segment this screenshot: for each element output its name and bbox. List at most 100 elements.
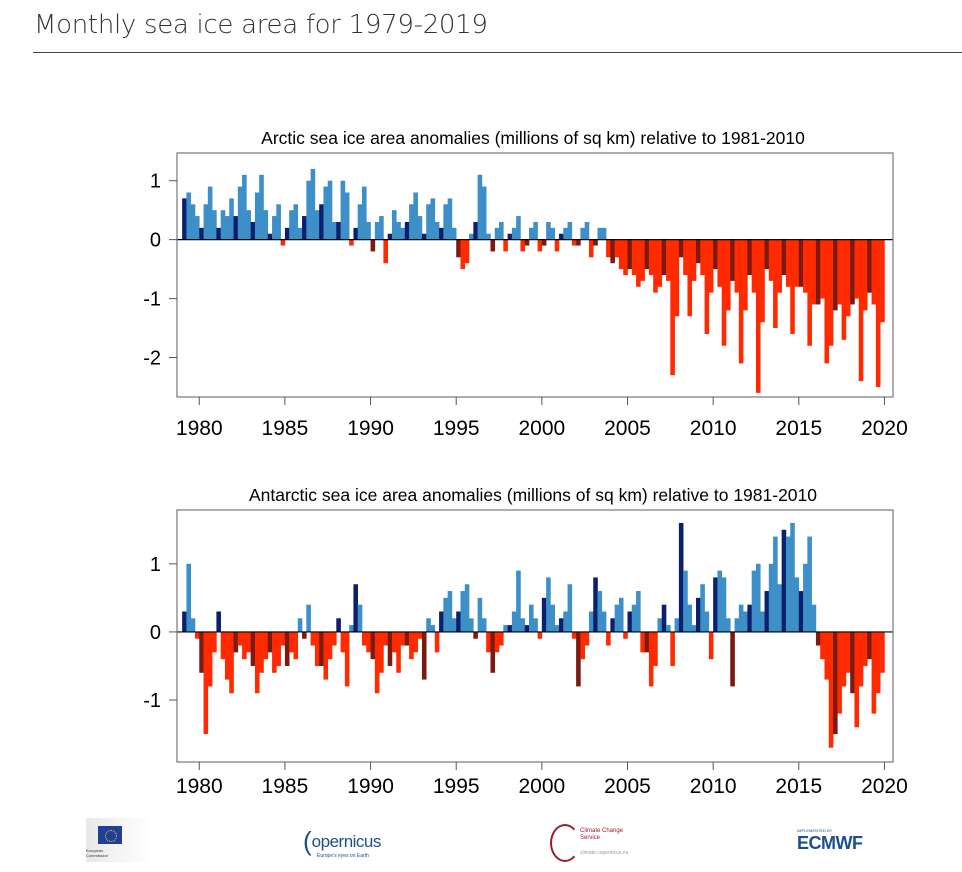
- bar: [310, 631, 316, 646]
- bar: [276, 204, 281, 240]
- bar: [460, 591, 466, 632]
- bar: [499, 631, 504, 646]
- bar: [250, 221, 256, 240]
- bar: [242, 631, 247, 660]
- bar: [327, 180, 333, 240]
- bar: [396, 221, 401, 240]
- bar: [319, 631, 324, 666]
- bar: [289, 631, 294, 653]
- bar: [332, 221, 337, 240]
- bar: [597, 591, 603, 632]
- bar: [760, 611, 765, 632]
- bar: [199, 631, 204, 673]
- bar: [473, 221, 478, 240]
- bar: [610, 618, 615, 632]
- bar: [344, 631, 350, 687]
- bar: [490, 239, 496, 252]
- bar: [366, 631, 371, 653]
- bar: [361, 186, 367, 240]
- bar: [627, 239, 633, 270]
- copernicus-name: opernicus: [311, 832, 382, 851]
- bar: [413, 192, 418, 240]
- bar: [648, 239, 654, 275]
- bar: [207, 186, 213, 240]
- bar: [207, 631, 213, 687]
- bar: [781, 239, 787, 275]
- bar: [340, 180, 346, 240]
- bar: [387, 631, 393, 666]
- bar: [272, 631, 277, 673]
- bar: [242, 174, 247, 240]
- bar: [194, 216, 200, 240]
- x-tick-label: 2020: [861, 775, 908, 798]
- bar: [554, 625, 560, 632]
- bar: [182, 198, 187, 240]
- bar: [182, 611, 187, 632]
- bar: [588, 611, 594, 632]
- bar: [580, 227, 585, 240]
- bar: [400, 227, 406, 240]
- bar: [310, 168, 316, 240]
- bar: [289, 210, 294, 240]
- bar: [815, 631, 821, 646]
- x-tick-label: 1995: [433, 417, 480, 440]
- bar: [747, 604, 752, 632]
- bar: [704, 611, 710, 632]
- bar: [708, 631, 714, 660]
- bar: [618, 597, 624, 632]
- bar: [361, 631, 367, 646]
- bar: [481, 186, 487, 240]
- bar: [409, 204, 414, 240]
- ecmwf-implemented-text: IMPLEMENTED BY: [797, 828, 833, 833]
- european-commission-logo: European Commission: [86, 818, 150, 862]
- bar: [558, 233, 564, 240]
- x-tick-label: 1985: [262, 775, 309, 798]
- bar: [845, 631, 851, 673]
- bar: [751, 239, 757, 293]
- copernicus-tagline: Europe's eyes on Earth: [317, 853, 369, 859]
- bar: [725, 239, 731, 311]
- bar: [280, 239, 286, 246]
- bar: [636, 591, 641, 632]
- bar: [768, 239, 774, 281]
- bar: [263, 210, 269, 240]
- bar: [190, 204, 196, 240]
- bar: [798, 591, 804, 632]
- bar: [224, 216, 230, 240]
- bar: [845, 239, 851, 317]
- plot-frame: [176, 509, 894, 763]
- bar: [751, 570, 757, 632]
- bar: [533, 221, 538, 240]
- bar: [571, 239, 577, 246]
- bar: [220, 631, 226, 660]
- bar: [546, 577, 551, 632]
- bar: [781, 529, 787, 632]
- bar: [678, 239, 684, 258]
- bar: [357, 604, 363, 632]
- bar: [708, 239, 714, 293]
- bar: [336, 221, 341, 240]
- bar: [233, 216, 239, 240]
- bar: [344, 192, 350, 240]
- bar: [246, 210, 251, 240]
- y-tick-label: 0: [150, 230, 161, 252]
- bar: [670, 239, 675, 376]
- bar: [867, 239, 872, 293]
- bar: [520, 239, 526, 252]
- bar: [297, 618, 303, 632]
- bar: [503, 239, 508, 252]
- bar: [481, 618, 487, 632]
- bar: [567, 584, 573, 632]
- bar: [743, 239, 748, 311]
- bar: [850, 239, 855, 305]
- bar: [764, 591, 770, 632]
- bar: [606, 239, 611, 258]
- bar: [477, 174, 483, 240]
- bar: [254, 192, 260, 240]
- bar: [194, 631, 200, 639]
- bar: [306, 180, 311, 240]
- bar: [323, 631, 329, 680]
- bar: [798, 239, 804, 287]
- bar: [297, 227, 303, 240]
- bar: [875, 239, 881, 387]
